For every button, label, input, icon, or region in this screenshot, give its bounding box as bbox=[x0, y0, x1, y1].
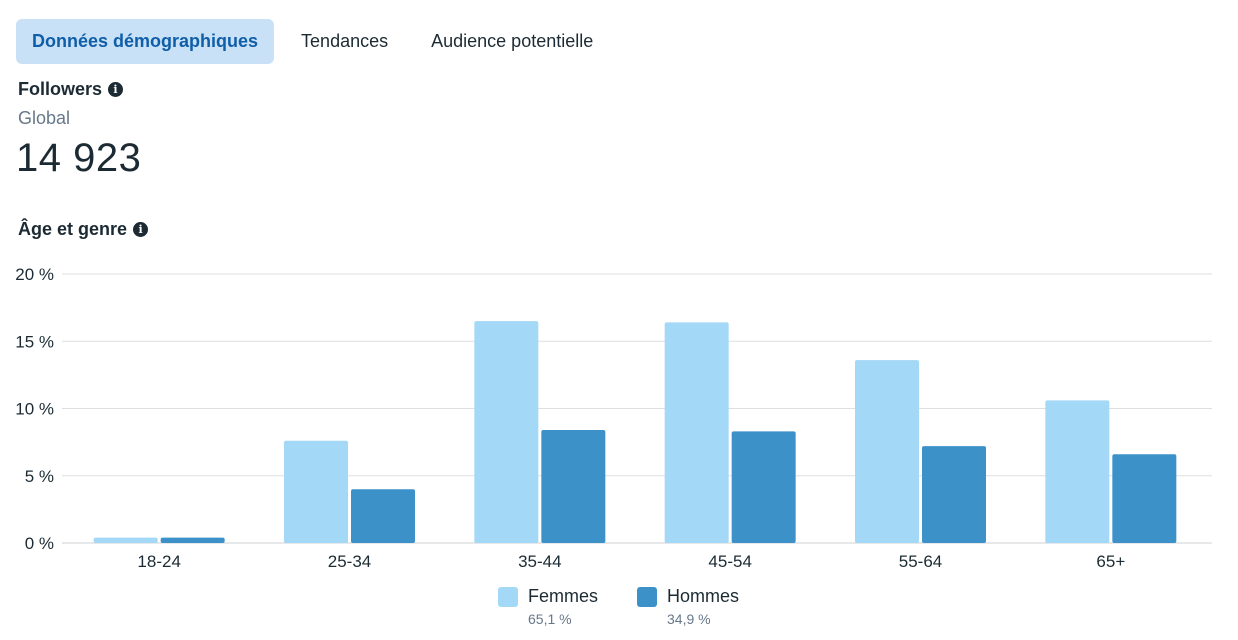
x-tick-label: 25-34 bbox=[328, 552, 371, 571]
info-icon[interactable]: i bbox=[133, 222, 149, 237]
age-gender-bar-chart: 0 % 5 % 10 % 15 % 20 % 18-24 25-34 35-44 45-54 55… bbox=[15, 265, 1212, 571]
tab-donnees-demographiques[interactable]: Données démographiques bbox=[16, 19, 275, 64]
y-tick-label: 0 % bbox=[25, 534, 54, 553]
bar-hommes-55-64 bbox=[922, 446, 986, 543]
bar-femmes-35-44 bbox=[474, 321, 539, 543]
x-tick-label: 65+ bbox=[1096, 552, 1125, 571]
bar-femmes-45-54 bbox=[664, 322, 729, 543]
legend-hommes[interactable]: Hommes 34,9 % bbox=[637, 585, 739, 629]
y-tick-label: 15 % bbox=[15, 332, 54, 351]
legend-pct-hommes: 34,9 % bbox=[667, 611, 711, 627]
tab-audience-potentielle[interactable]: Audience potentielle bbox=[431, 31, 594, 51]
legend-label-femmes: Femmes bbox=[528, 586, 599, 606]
followers-count: 14 923 bbox=[16, 136, 142, 180]
bar-femmes-18-24 bbox=[93, 537, 158, 543]
bar-femmes-65+ bbox=[1045, 400, 1110, 543]
followers-title: Followers bbox=[18, 79, 103, 99]
bar-hommes-35-44 bbox=[541, 430, 606, 543]
bar-femmes-25-34 bbox=[284, 440, 348, 543]
x-tick-label: 45-54 bbox=[708, 552, 751, 571]
info-icon[interactable]: i bbox=[108, 82, 124, 97]
legend-pct-femmes: 65,1 % bbox=[528, 611, 572, 627]
x-tick-label: 35-44 bbox=[518, 552, 561, 571]
legend-swatch-hommes bbox=[637, 587, 657, 607]
followers-scope: Global bbox=[18, 108, 71, 128]
tab-tendances[interactable]: Tendances bbox=[301, 31, 389, 51]
bar-hommes-65+ bbox=[1112, 454, 1177, 543]
y-tick-label: 10 % bbox=[15, 400, 54, 419]
followers-heading: Followers i bbox=[18, 79, 124, 100]
bar-femmes-55-64 bbox=[855, 360, 919, 543]
age-gender-heading: Âge et genre i bbox=[18, 219, 149, 240]
x-tick-label: 18-24 bbox=[137, 552, 180, 571]
x-tick-label: 55-64 bbox=[899, 552, 942, 571]
bar-hommes-45-54 bbox=[731, 431, 796, 543]
tab-bar: Données démographiques Tendances Audienc… bbox=[16, 19, 620, 64]
age-gender-title: Âge et genre bbox=[18, 219, 128, 239]
y-tick-label: 20 % bbox=[15, 265, 54, 284]
bar-hommes-25-34 bbox=[351, 489, 415, 543]
bar-hommes-18-24 bbox=[160, 537, 225, 543]
legend-swatch-femmes bbox=[498, 587, 518, 607]
legend-femmes[interactable]: Femmes 65,1 % bbox=[498, 585, 598, 629]
legend-label-hommes: Hommes bbox=[667, 586, 740, 606]
y-tick-label: 5 % bbox=[25, 467, 54, 486]
